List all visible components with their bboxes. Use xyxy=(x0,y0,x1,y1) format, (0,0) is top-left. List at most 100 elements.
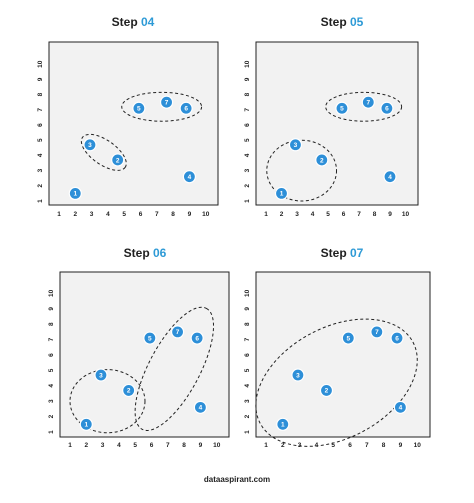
x-tick-label: 8 xyxy=(373,211,377,218)
data-point-label: 2 xyxy=(127,388,131,395)
y-tick-label: 5 xyxy=(48,368,55,372)
data-point-label: 2 xyxy=(325,388,329,395)
x-tick-label: 2 xyxy=(84,442,88,449)
panel-title: Step 05 xyxy=(321,15,364,29)
x-tick-label: 10 xyxy=(414,442,422,449)
x-tick-label: 3 xyxy=(298,442,302,449)
data-point-label: 2 xyxy=(116,157,120,164)
y-tick-label: 10 xyxy=(48,289,55,297)
y-tick-label: 8 xyxy=(37,92,44,96)
data-point-marker xyxy=(179,101,193,115)
cluster-boundary xyxy=(134,306,215,431)
data-point-5: 5 xyxy=(341,331,355,345)
data-point-label: 4 xyxy=(388,174,392,181)
data-point-marker xyxy=(361,95,375,109)
data-point-1: 1 xyxy=(79,417,93,431)
data-point-label: 7 xyxy=(375,329,379,336)
panel-title: Step 04 xyxy=(112,15,155,29)
y-tick-label: 6 xyxy=(244,123,251,127)
x-tick-label: 1 xyxy=(68,442,72,449)
data-point-3: 3 xyxy=(83,138,97,152)
data-point-marker xyxy=(190,331,204,345)
y-tick-label: 9 xyxy=(37,77,44,81)
data-point-6: 6 xyxy=(190,331,204,345)
data-point-4: 4 xyxy=(383,170,397,184)
y-tick-label: 8 xyxy=(48,322,55,326)
y-tick-label: 1 xyxy=(244,199,251,203)
x-tick-label: 4 xyxy=(106,211,110,218)
data-point-label: 3 xyxy=(296,372,300,379)
data-point-marker xyxy=(315,153,329,167)
x-tick-label: 8 xyxy=(182,442,186,449)
data-point-6: 6 xyxy=(179,101,193,115)
data-point-marker xyxy=(291,368,305,382)
x-tick-label: 5 xyxy=(331,442,335,449)
data-point-2: 2 xyxy=(319,383,334,398)
x-tick-label: 6 xyxy=(139,211,143,218)
footer-credit: dataaspirant.com xyxy=(204,475,270,484)
data-point-label: 1 xyxy=(281,422,285,429)
x-tick-label: 3 xyxy=(295,211,299,218)
data-point-5: 5 xyxy=(335,101,349,115)
x-tick-label: 5 xyxy=(122,211,126,218)
panel-step-06: Step 06 1 2 3 4 5 6 7 1 2 3 4 5 6 7 8 9 10 1 2 3 4 5 6 7 8 9 10 xyxy=(48,246,230,449)
data-point-1: 1 xyxy=(274,186,289,200)
data-point-marker xyxy=(159,95,174,109)
x-tick-label: 3 xyxy=(90,211,94,218)
y-tick-label: 2 xyxy=(48,414,55,418)
y-tick-label: 7 xyxy=(37,108,44,112)
x-tick-label: 1 xyxy=(264,442,268,449)
data-point-label: 1 xyxy=(280,191,284,198)
cluster-boundary xyxy=(255,318,418,447)
y-tick-label: 4 xyxy=(244,153,251,157)
data-point-marker xyxy=(341,331,355,345)
y-tick-label: 4 xyxy=(244,384,251,388)
x-tick-label: 5 xyxy=(133,442,137,449)
y-tick-label: 5 xyxy=(37,138,44,142)
x-tick-label: 6 xyxy=(150,442,154,449)
y-tick-label: 2 xyxy=(244,184,251,188)
data-point-marker xyxy=(94,368,108,382)
y-tick-label: 1 xyxy=(37,199,44,203)
data-point-label: 3 xyxy=(88,142,92,149)
data-point-marker xyxy=(319,383,334,398)
data-point-3: 3 xyxy=(288,138,303,152)
y-tick-label: 9 xyxy=(48,307,55,311)
data-point-label: 7 xyxy=(165,100,169,107)
x-tick-label: 10 xyxy=(402,211,410,218)
x-tick-label: 6 xyxy=(348,442,352,449)
y-tick-label: 4 xyxy=(37,153,44,157)
data-point-5: 5 xyxy=(143,331,157,345)
x-tick-label: 7 xyxy=(357,211,361,218)
data-point-label: 7 xyxy=(176,329,180,336)
data-point-label: 4 xyxy=(188,174,192,181)
panel-step-04: Step 04 1 2 3 4 5 6 7 1 2 3 4 5 6 7 8 9 10 1 2 3 4 5 6 7 8 9 10 xyxy=(37,15,219,218)
cluster-boundary xyxy=(266,139,338,202)
data-point-marker xyxy=(193,400,207,414)
y-tick-label: 3 xyxy=(244,168,251,172)
data-point-7: 7 xyxy=(370,325,384,339)
x-tick-label: 9 xyxy=(399,442,403,449)
y-tick-label: 7 xyxy=(244,108,251,112)
y-tick-label: 10 xyxy=(244,289,251,297)
x-tick-label: 10 xyxy=(213,442,221,449)
data-point-label: 6 xyxy=(195,335,199,342)
x-tick-label: 9 xyxy=(188,211,192,218)
data-point-label: 5 xyxy=(137,106,141,113)
x-tick-label: 4 xyxy=(315,442,319,449)
data-point-marker xyxy=(111,153,125,167)
y-tick-label: 7 xyxy=(48,337,55,341)
data-point-label: 3 xyxy=(294,142,298,149)
data-point-2: 2 xyxy=(122,383,136,398)
data-point-4: 4 xyxy=(393,400,407,414)
x-tick-label: 8 xyxy=(382,442,386,449)
data-point-marker xyxy=(79,417,93,431)
data-point-marker xyxy=(182,170,196,184)
y-tick-label: 4 xyxy=(48,384,55,388)
panel-title: Step 06 xyxy=(124,246,167,260)
data-point-marker xyxy=(83,138,97,152)
y-tick-label: 8 xyxy=(244,92,251,96)
x-tick-label: 4 xyxy=(311,211,315,218)
data-point-label: 1 xyxy=(73,191,77,198)
